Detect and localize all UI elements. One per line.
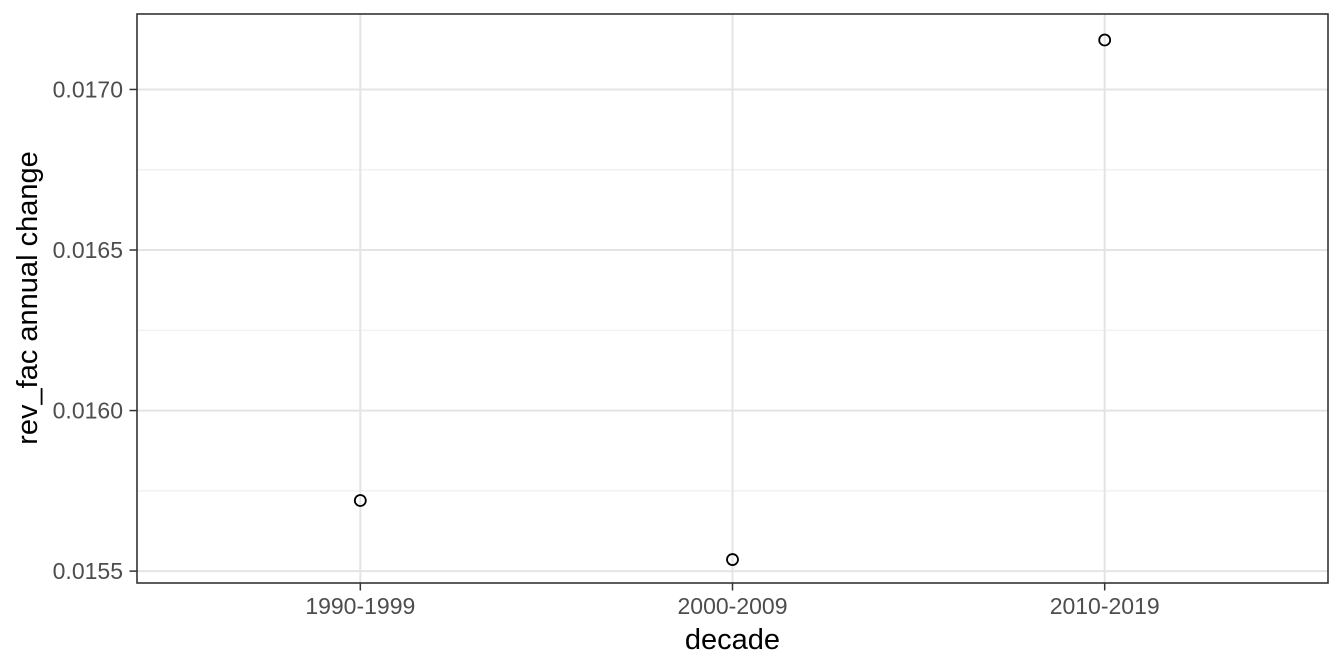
y-tick-label: 0.0155 xyxy=(53,558,123,584)
x-tick-label: 2000-2009 xyxy=(678,593,788,619)
x-tick-label: 2010-2019 xyxy=(1050,593,1160,619)
y-tick-label: 0.0160 xyxy=(53,398,123,424)
data-point xyxy=(1098,33,1112,47)
y-axis-title: rev_fac annual change xyxy=(12,151,44,445)
x-tick-label: 1990-1999 xyxy=(305,593,415,619)
data-point xyxy=(353,494,367,507)
y-tick-label: 0.0165 xyxy=(53,237,123,263)
y-tick-label: 0.0170 xyxy=(53,77,123,103)
data-point xyxy=(726,553,739,566)
x-axis-title: decade xyxy=(684,624,781,656)
